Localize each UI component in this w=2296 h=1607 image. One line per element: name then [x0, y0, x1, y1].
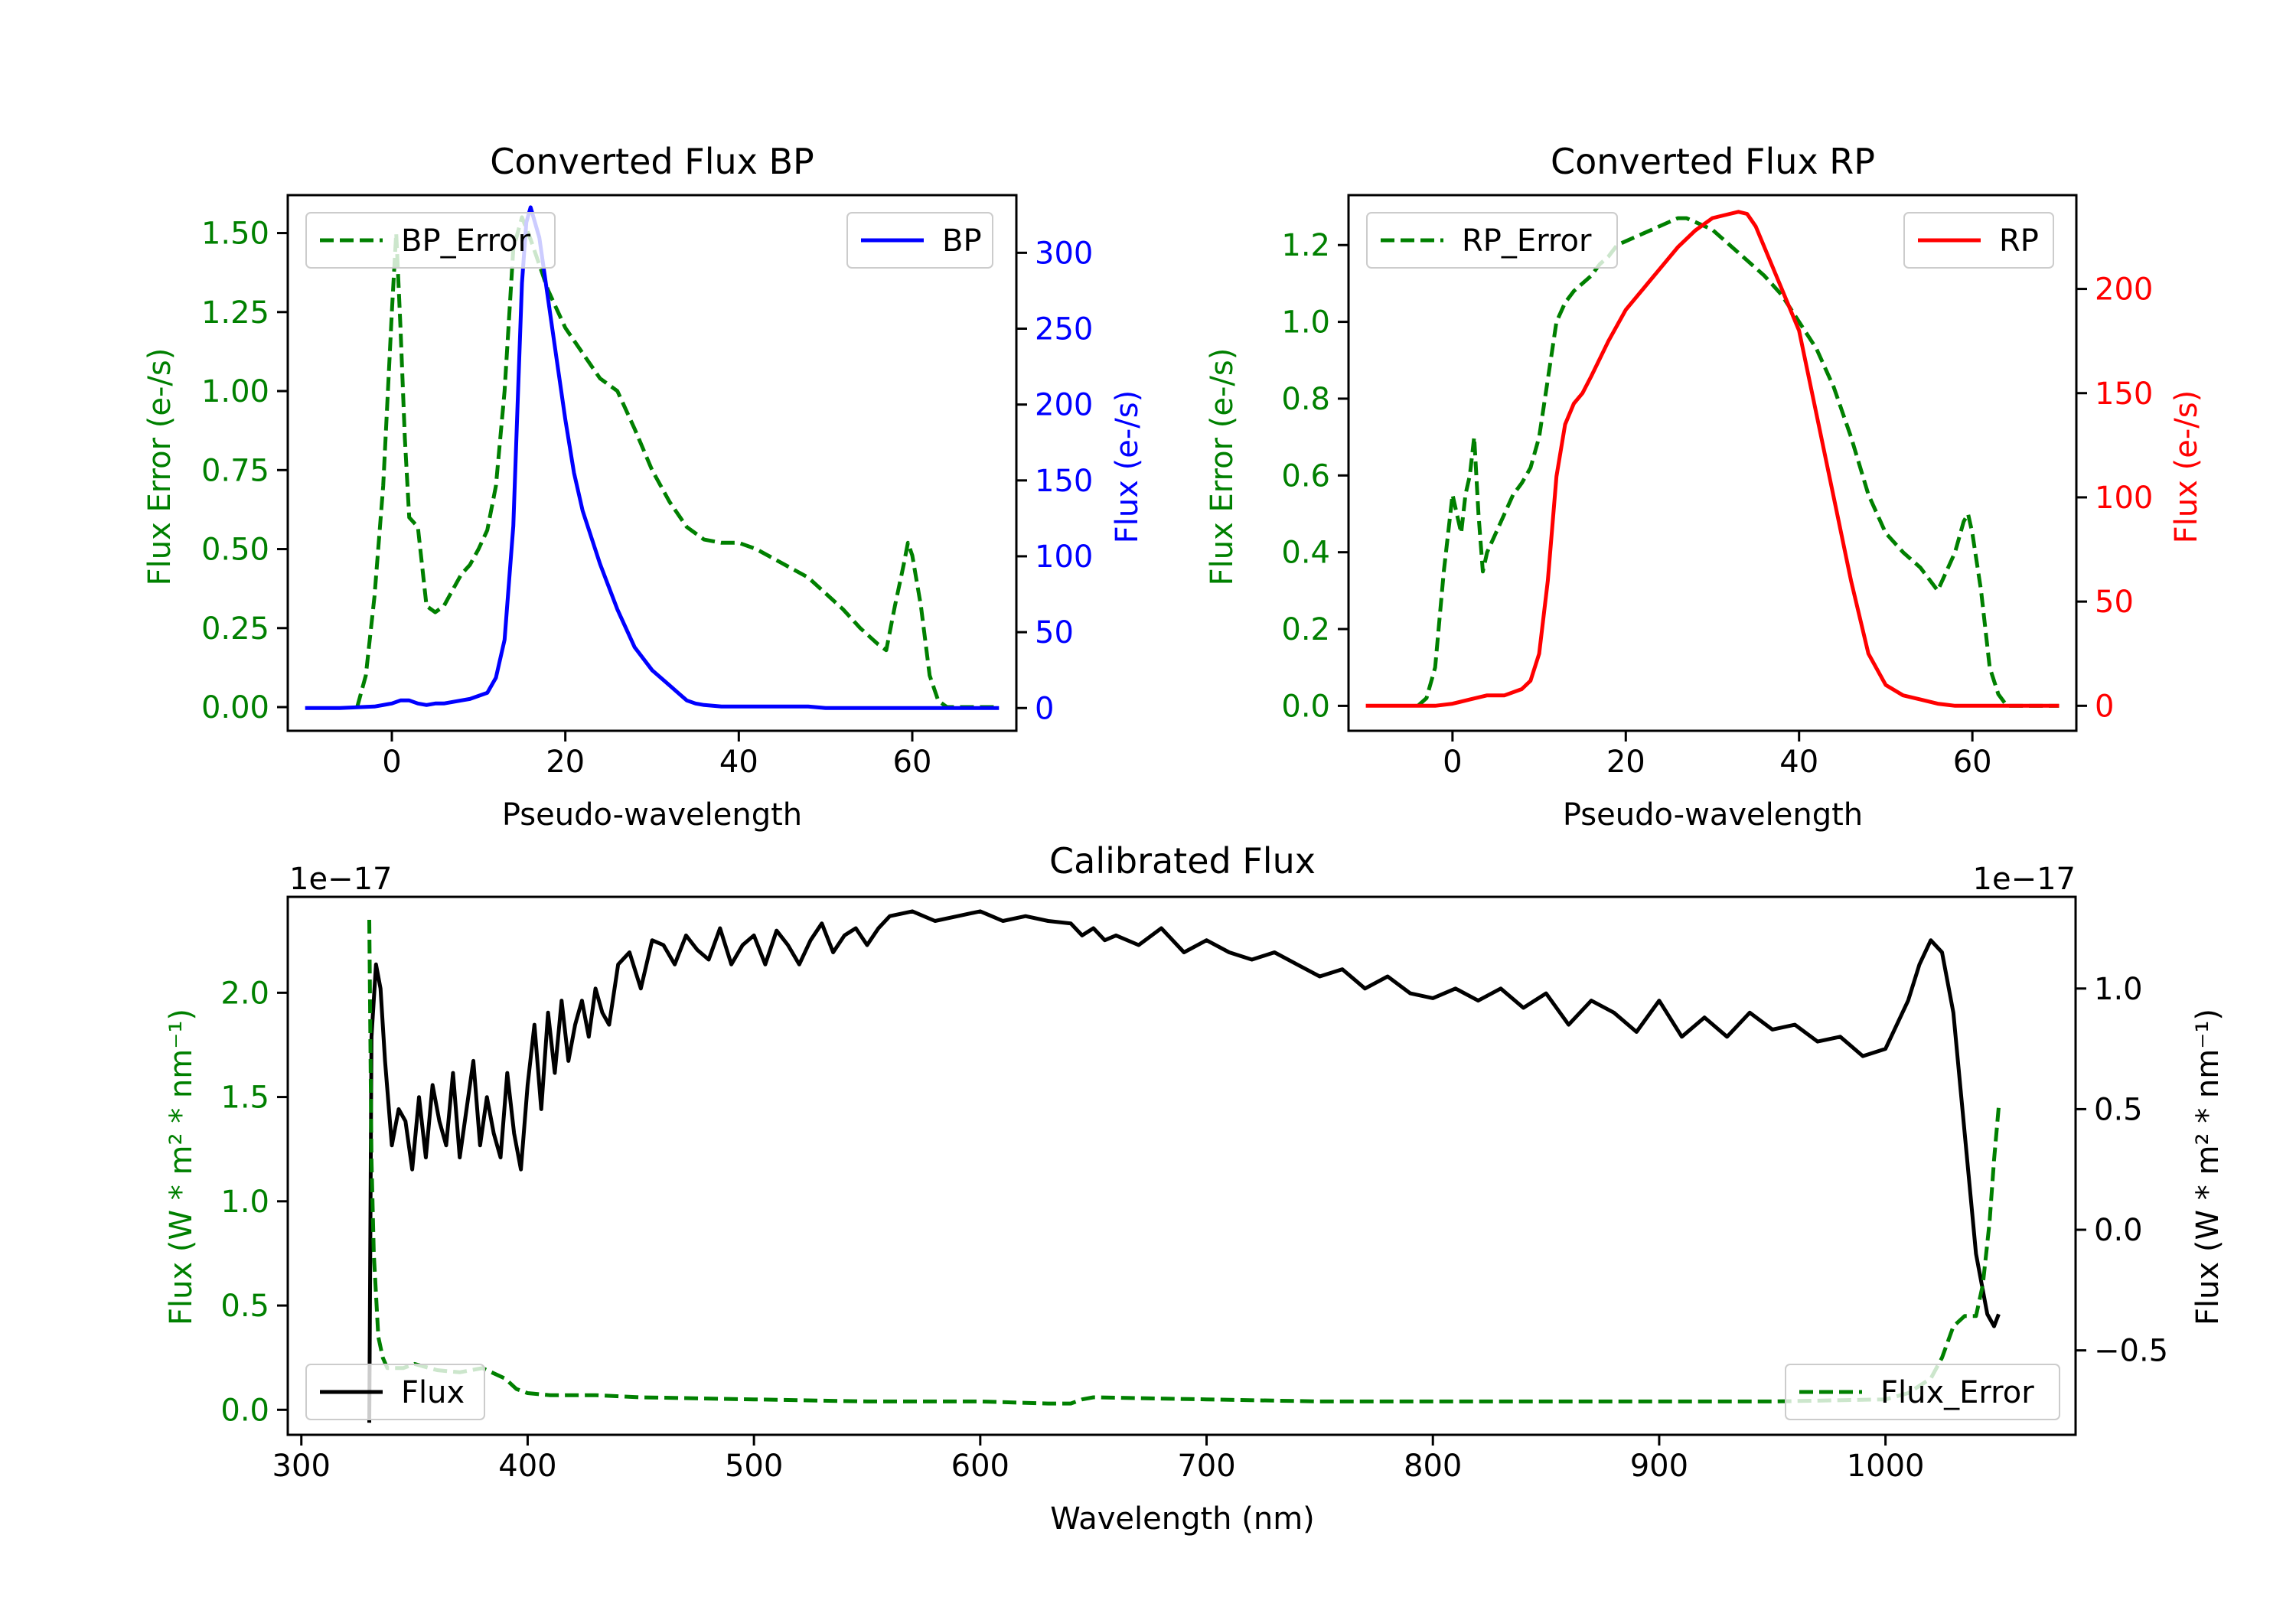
x-tick-label: 700 — [1177, 1449, 1235, 1484]
plot-area: 300 400 500 600 700 800 900 1000 0.0 0.5 1.0 1.5 2.0… — [220, 895, 2168, 1484]
x-tick-label: 400 — [498, 1449, 556, 1484]
svg-text:RP_Error: RP_Error — [1462, 223, 1592, 259]
y-tick-label-left: 0.50 — [201, 533, 269, 568]
series-line-bp — [305, 205, 1000, 710]
x-tick-label: 600 — [951, 1449, 1009, 1484]
y-axis-label-left: Flux Error (e-/s) — [1205, 348, 1240, 586]
x-tick-label: 20 — [1606, 745, 1645, 780]
y-tick-label-left: 1.25 — [201, 295, 269, 331]
x-axis-label: Wavelength (nm) — [1050, 1501, 1315, 1537]
x-axis-label: Pseudo-wavelength — [502, 797, 802, 833]
y-axis-label-right: Flux (e-/s) — [2169, 390, 2204, 543]
y-tick-label-right: 250 — [1035, 312, 1093, 347]
x-tick-label: 40 — [1779, 745, 1818, 780]
y-tick-label-left: 1.5 — [220, 1081, 269, 1116]
x-tick-label: 60 — [1953, 745, 1992, 780]
y-tick-label-right: 1.0 — [2094, 972, 2143, 1007]
y-tick-label-left: 2.0 — [220, 976, 269, 1011]
y-tick-label-left: 0.00 — [201, 690, 269, 725]
y-tick-label-left: 0.4 — [1281, 536, 1330, 571]
x-tick-label: 1000 — [1847, 1449, 1925, 1484]
y-tick-label-right: 200 — [2095, 272, 2153, 308]
y-tick-label-right: 0 — [2095, 689, 2114, 724]
svg-text:Flux: Flux — [401, 1375, 465, 1410]
chart-title: Converted Flux RP — [1551, 141, 1875, 182]
x-tick-label: 900 — [1630, 1449, 1688, 1484]
x-tick-label: 800 — [1404, 1449, 1462, 1484]
axes-frame — [286, 194, 1018, 732]
axes-frame — [1347, 194, 2078, 732]
x-tick-label: 40 — [719, 745, 758, 780]
y-tick-label-left: 0.0 — [220, 1393, 269, 1428]
series-line-flux — [367, 909, 2001, 1423]
y-tick-label-left: 1.2 — [1281, 228, 1330, 263]
x-tick-label: 20 — [546, 745, 585, 780]
y-tick-label-left: 1.00 — [201, 374, 269, 409]
y-tick-label-left: 0.75 — [201, 453, 269, 488]
panel-converted-flux-bp: Converted Flux BP Pseudo-wavelength Flux… — [142, 141, 1145, 833]
legend-flux-error: Flux_Error — [1785, 1364, 2060, 1420]
series-line-rp-error — [1416, 216, 2060, 708]
legend-bp-error: BP_Error — [305, 212, 556, 269]
y-tick-label-right: 100 — [1035, 539, 1093, 575]
y-axis-label-left: Flux Error (e-/s) — [142, 348, 178, 586]
y-tick-label-right: 50 — [1035, 615, 1074, 650]
chart-title: Converted Flux BP — [490, 141, 814, 182]
y-tick-label-right: 0.5 — [2094, 1092, 2143, 1127]
y-tick-label-right: 0 — [1035, 691, 1054, 726]
plot-area: 0 20 40 60 0.00 0.25 0.50 0.75 1.00 1.25 1.50 0 50 10… — [201, 194, 1093, 780]
y-tick-label-right: 50 — [2095, 585, 2134, 620]
y-tick-label-right: 150 — [1035, 464, 1093, 499]
legend-bp: BP — [846, 212, 993, 269]
chart-title: Calibrated Flux — [1049, 840, 1316, 882]
svg-text:RP: RP — [1999, 223, 2039, 259]
y-tick-label-left: 0.25 — [201, 611, 269, 647]
svg-text:BP_Error: BP_Error — [401, 223, 531, 259]
x-tick-label: 500 — [725, 1449, 783, 1484]
y-tick-label-left: 0.0 — [1281, 689, 1330, 724]
x-axis-label: Pseudo-wavelength — [1563, 797, 1863, 833]
y-tick-label-left: 0.6 — [1281, 458, 1330, 494]
y-axis-label-right: Flux (e-/s) — [1110, 390, 1145, 543]
svg-text:BP: BP — [942, 223, 982, 259]
y-tick-label-right: 0.0 — [2094, 1213, 2143, 1248]
y-tick-label-left: 0.2 — [1281, 612, 1330, 647]
series-line-rp — [1365, 210, 2060, 708]
y-tick-label-right: 100 — [2095, 481, 2153, 516]
panel-calibrated-flux: Calibrated Flux 1e−17 1e−17 Wavelength (… — [164, 840, 2226, 1537]
svg-text:Flux_Error: Flux_Error — [1880, 1375, 2034, 1410]
legend-rp: RP — [1903, 212, 2054, 269]
x-tick-label: 60 — [893, 745, 932, 780]
y-axis-label-right: Flux (W * m² * nm⁻¹) — [2190, 1009, 2226, 1325]
plot-area: 0 20 40 60 0.0 0.2 0.4 0.6 0.8 1.0 1.2 0 50 100 150 200… — [1281, 194, 2153, 780]
y-tick-label-left: 1.50 — [201, 217, 269, 252]
x-tick-label: 300 — [272, 1449, 331, 1484]
offset-label-left: 1e−17 — [289, 862, 392, 897]
series-line-bp-error — [355, 215, 1000, 709]
x-tick-label: 0 — [382, 745, 401, 780]
offset-label-right: 1e−17 — [1973, 862, 2076, 897]
y-tick-label-right: −0.5 — [2094, 1334, 2168, 1369]
y-tick-label-right: 200 — [1035, 388, 1093, 423]
y-tick-label-left: 0.8 — [1281, 382, 1330, 417]
panel-converted-flux-rp: Converted Flux RP Pseudo-wavelength Flux… — [1205, 141, 2204, 833]
y-tick-label-right: 300 — [1035, 236, 1093, 271]
y-tick-label-right: 150 — [2095, 376, 2153, 412]
y-tick-label-left: 1.0 — [220, 1185, 269, 1220]
y-tick-label-left: 0.5 — [220, 1289, 269, 1324]
legend-flux: Flux — [305, 1364, 485, 1420]
y-axis-label-left: Flux (W * m² * nm⁻¹) — [164, 1009, 199, 1325]
legend-rp-error: RP_Error — [1366, 212, 1618, 269]
x-tick-label: 0 — [1443, 745, 1462, 780]
y-tick-label-left: 1.0 — [1281, 305, 1330, 341]
axes-frame — [286, 895, 2077, 1436]
